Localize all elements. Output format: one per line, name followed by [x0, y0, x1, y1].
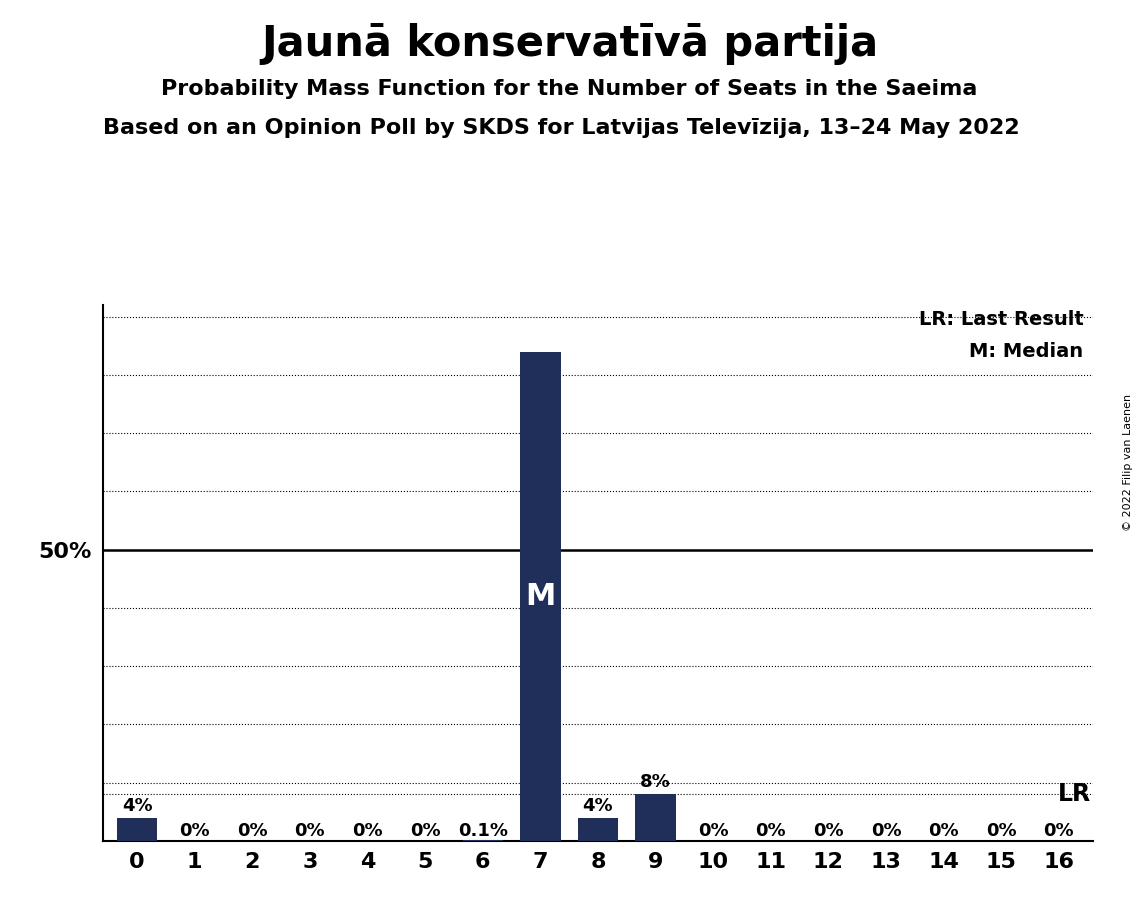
Bar: [521, 351, 560, 841]
Text: 8%: 8%: [640, 773, 671, 791]
Text: 0%: 0%: [179, 821, 210, 840]
Text: 0%: 0%: [410, 821, 441, 840]
Text: 0%: 0%: [295, 821, 326, 840]
Text: M: Median: M: Median: [969, 343, 1083, 361]
Text: 0%: 0%: [928, 821, 959, 840]
Text: 4%: 4%: [122, 796, 153, 815]
Text: LR: LR: [1057, 783, 1090, 807]
Text: 0%: 0%: [986, 821, 1017, 840]
Text: M: M: [525, 582, 556, 611]
Text: 0%: 0%: [352, 821, 383, 840]
Bar: [636, 795, 675, 841]
Text: © 2022 Filip van Laenen: © 2022 Filip van Laenen: [1123, 394, 1133, 530]
Bar: [117, 818, 157, 841]
Text: 0%: 0%: [755, 821, 786, 840]
Text: 0%: 0%: [870, 821, 901, 840]
Text: 0.1%: 0.1%: [458, 821, 508, 840]
Text: LR: Last Result: LR: Last Result: [919, 310, 1083, 329]
Text: 0%: 0%: [813, 821, 844, 840]
Text: 0%: 0%: [1043, 821, 1074, 840]
Text: Probability Mass Function for the Number of Seats in the Saeima: Probability Mass Function for the Number…: [162, 79, 977, 99]
Text: Jaunā konservatīvā partija: Jaunā konservatīvā partija: [261, 23, 878, 65]
Text: Based on an Opinion Poll by SKDS for Latvijas Televīzija, 13–24 May 2022: Based on an Opinion Poll by SKDS for Lat…: [103, 118, 1019, 139]
Text: 4%: 4%: [583, 796, 613, 815]
Bar: [577, 818, 618, 841]
Text: 0%: 0%: [237, 821, 268, 840]
Text: 0%: 0%: [698, 821, 729, 840]
